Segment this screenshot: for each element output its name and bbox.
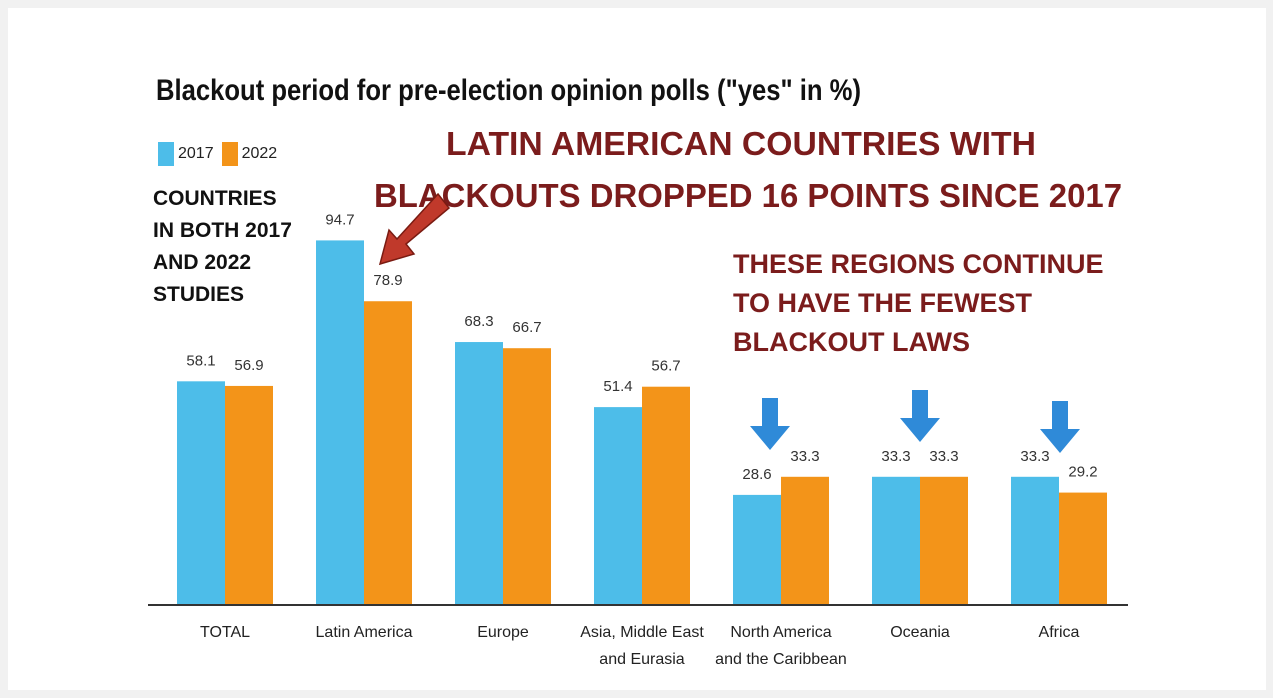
data-label: 33.3 — [929, 448, 958, 465]
bar-chart: Blackout period for pre-election opinion… — [148, 74, 1128, 668]
bar-2017-2 — [455, 342, 503, 605]
data-label: 33.3 — [881, 448, 910, 465]
regions-note-line: THESE REGIONS CONTINUE — [733, 249, 1104, 279]
bar-2022-0 — [225, 385, 273, 605]
data-label: 29.2 — [1068, 464, 1097, 481]
data-label: 33.3 — [1020, 448, 1049, 465]
blue-arrow-north-america-icon — [750, 398, 790, 450]
data-label: 33.3 — [790, 448, 819, 465]
side-note-line: IN BOTH 2017 — [153, 219, 292, 242]
regions-note-line: BLACKOUT LAWS — [733, 327, 970, 357]
bar-2022-5 — [920, 476, 968, 605]
data-label: 28.6 — [742, 466, 771, 483]
bar-2022-4 — [781, 476, 829, 605]
data-label: 68.3 — [464, 313, 493, 330]
x-tick-label: Oceania — [890, 624, 950, 641]
legend-label-2017: 2017 — [178, 145, 214, 162]
side-note-line: COUNTRIES — [153, 187, 277, 210]
x-tick-label: TOTAL — [200, 624, 250, 641]
headline-line: LATIN AMERICAN COUNTRIES WITH — [446, 125, 1036, 162]
data-label: 94.7 — [325, 211, 354, 228]
regions-note-line: TO HAVE THE FEWEST — [733, 288, 1033, 318]
x-tick-label: and the Caribbean — [715, 651, 847, 668]
chart-title: Blackout period for pre-election opinion… — [156, 74, 861, 107]
x-tick-label: Europe — [477, 624, 529, 641]
bar-2017-1 — [316, 240, 364, 605]
x-tick-label: Latin America — [316, 624, 413, 641]
legend-swatch-2017 — [158, 142, 174, 166]
headline-line: BLACKOUTS DROPPED 16 POINTS SINCE 2017 — [374, 177, 1122, 214]
legend-item-2017: 2017 — [158, 142, 214, 166]
slide: Blackout period for pre-election opinion… — [8, 8, 1266, 690]
data-label: 51.4 — [603, 378, 632, 395]
bar-2022-6 — [1059, 492, 1107, 605]
bar-2017-3 — [594, 407, 642, 605]
x-tick-label: and Eurasia — [599, 651, 684, 668]
side-note-line: AND 2022 — [153, 251, 251, 274]
blue-arrow-oceania-icon — [900, 390, 940, 442]
bar-2017-4 — [733, 494, 781, 605]
legend: 2017 2022 — [158, 142, 285, 166]
x-tick-label: Africa — [1039, 624, 1080, 641]
bar-2017-5 — [872, 476, 920, 605]
bar-2022-3 — [642, 386, 690, 605]
x-tick-label: North America — [730, 624, 831, 641]
data-label: 58.1 — [186, 352, 215, 369]
red-arrow-icon — [378, 192, 451, 266]
blue-arrow-africa-icon — [1040, 401, 1080, 453]
bar-2022-1 — [364, 301, 412, 605]
x-tick-label: Asia, Middle East — [580, 624, 704, 641]
legend-swatch-2022 — [221, 142, 238, 166]
legend-item-2022: 2022 — [221, 142, 278, 166]
data-label: 78.9 — [373, 272, 402, 289]
legend-label-2022: 2022 — [241, 145, 278, 162]
data-label: 56.7 — [651, 358, 680, 375]
bar-2022-2 — [503, 348, 551, 605]
bar-2017-0 — [177, 381, 225, 605]
data-label: 56.9 — [234, 357, 263, 374]
side-note-line: STUDIES — [153, 283, 244, 306]
data-label: 66.7 — [512, 319, 541, 336]
bar-2017-6 — [1011, 476, 1059, 605]
